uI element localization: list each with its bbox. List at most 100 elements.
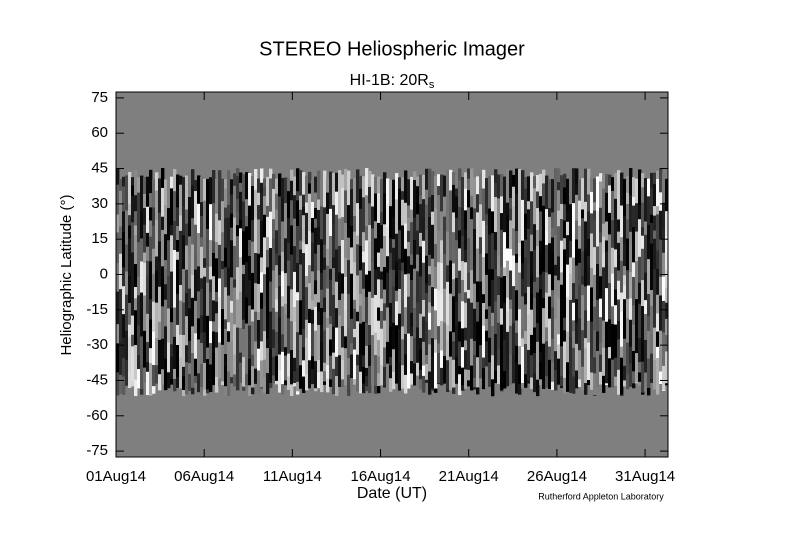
image-cell	[146, 232, 150, 248]
image-cell	[332, 224, 336, 258]
image-cell	[590, 177, 594, 193]
image-cell	[164, 179, 168, 206]
image-cell	[593, 219, 597, 248]
y-tick-label: -30	[86, 336, 108, 353]
image-cell	[473, 308, 477, 342]
image-cell	[623, 216, 627, 245]
image-cell	[338, 272, 342, 301]
image-cell	[509, 220, 513, 250]
image-cell	[437, 343, 441, 354]
image-cell	[383, 385, 387, 388]
image-cell	[458, 374, 462, 396]
image-cell	[230, 277, 234, 302]
image-cell	[140, 261, 144, 294]
image-cell	[434, 310, 438, 341]
image-cell	[179, 184, 183, 216]
image-cell	[653, 206, 657, 217]
image-cell	[134, 235, 138, 265]
image-cell	[560, 240, 564, 273]
image-cell	[506, 354, 510, 370]
image-cell	[419, 195, 423, 205]
image-cell	[632, 383, 636, 389]
image-cell	[212, 276, 216, 301]
image-cell	[362, 383, 366, 394]
image-cell	[314, 330, 318, 362]
image-cell	[512, 286, 516, 324]
image-cell	[665, 270, 669, 289]
image-cell	[209, 279, 213, 293]
image-cell	[554, 264, 558, 277]
image-cell	[194, 179, 198, 192]
image-cell	[620, 394, 624, 397]
image-cell	[641, 202, 645, 228]
image-cell	[545, 209, 549, 232]
image-cell	[527, 201, 531, 210]
image-cell	[323, 244, 327, 259]
image-cell	[140, 175, 144, 212]
image-cell	[503, 370, 507, 389]
image-cell	[227, 371, 231, 397]
image-cell	[224, 366, 228, 387]
image-cell	[287, 285, 291, 319]
image-cell	[608, 174, 612, 186]
image-cell	[629, 195, 633, 207]
image-cell	[449, 293, 453, 332]
image-cell	[467, 380, 471, 387]
image-cell	[209, 204, 213, 241]
image-cell	[449, 356, 453, 391]
image-cell	[137, 355, 141, 370]
image-cell	[596, 264, 600, 301]
image-cell	[662, 332, 666, 367]
image-cell	[188, 222, 192, 237]
image-cell	[281, 221, 285, 253]
image-cell	[257, 348, 261, 371]
image-cell	[638, 169, 642, 206]
image-cell	[656, 268, 660, 296]
image-cell	[599, 342, 603, 355]
image-cell	[563, 220, 567, 239]
image-cell	[527, 228, 531, 267]
image-cell	[311, 242, 315, 272]
image-cell	[449, 169, 453, 191]
image-cell	[491, 175, 495, 212]
image-cell	[401, 199, 405, 226]
image-cell	[356, 169, 360, 204]
image-cell	[278, 196, 282, 219]
image-cell	[464, 327, 468, 341]
image-cell	[584, 221, 588, 250]
image-cell	[314, 176, 318, 194]
image-cell	[599, 317, 603, 344]
image-cell	[653, 183, 657, 207]
image-cell	[560, 310, 564, 347]
image-cell	[527, 349, 531, 382]
image-cell	[653, 172, 657, 185]
image-cell	[296, 381, 300, 392]
image-cell	[593, 178, 597, 203]
image-cell	[665, 211, 669, 237]
image-cell	[563, 249, 567, 282]
image-cell	[458, 270, 462, 294]
image-cell	[626, 192, 630, 205]
image-cell	[416, 362, 420, 377]
image-cell	[653, 269, 657, 307]
image-cell	[608, 347, 612, 359]
image-cell	[401, 365, 405, 390]
image-cell	[395, 233, 399, 262]
image-cell	[446, 324, 450, 341]
image-cell	[323, 371, 327, 382]
image-cell	[287, 191, 291, 219]
image-cell	[299, 249, 303, 265]
image-cell	[311, 300, 315, 311]
image-cell	[566, 178, 570, 212]
image-cell	[248, 370, 252, 386]
image-cell	[665, 351, 669, 384]
image-cell	[260, 257, 264, 273]
image-cell	[545, 175, 549, 210]
image-cell	[392, 322, 396, 350]
image-cell	[353, 379, 357, 385]
image-cell	[314, 388, 318, 392]
image-cell	[473, 283, 477, 310]
image-cell	[638, 219, 642, 258]
image-cell	[551, 307, 555, 331]
